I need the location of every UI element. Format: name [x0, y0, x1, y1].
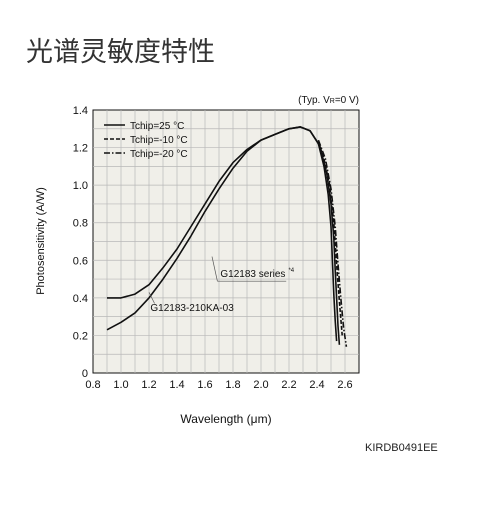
- measurement-condition: (Typ. VR=0 V): [298, 95, 359, 106]
- x-tick-label: 1.2: [141, 379, 156, 391]
- x-tick-label: 1.4: [169, 379, 184, 391]
- x-tick-label: 2.0: [253, 379, 268, 391]
- y-tick-label: 0.8: [73, 218, 88, 230]
- annotation-leader: [148, 292, 155, 304]
- series-line: [317, 139, 348, 347]
- x-tick-label: 1.6: [197, 379, 212, 391]
- x-tick-label: 1.0: [113, 379, 128, 391]
- figure-code: KIRDB0491EE: [365, 442, 438, 454]
- y-tick-label: 1.0: [73, 180, 88, 192]
- x-axis-label: Wavelength (μm): [180, 412, 271, 426]
- y-tick-label: 0.6: [73, 255, 88, 267]
- annotation-g12183-210ka-03: G12183-210KA-03: [150, 303, 234, 314]
- axis-ticks: 0.8 1.0 1.2 1.4 1.6 1.8 2.0 2.2 2.4 2.6 0 0.2 0.4 0.6…: [73, 105, 353, 391]
- y-tick-label: 0.4: [73, 293, 88, 305]
- x-tick-label: 0.8: [85, 379, 100, 391]
- x-tick-label: 2.6: [337, 379, 352, 391]
- series-line: [107, 126, 341, 345]
- legend-label: Tchip=-20 °C: [130, 149, 188, 160]
- data-series: [106, 126, 348, 347]
- x-tick-label: 2.2: [281, 379, 296, 391]
- grid-lines: [93, 110, 359, 373]
- y-tick-label: 0: [82, 368, 88, 380]
- y-tick-label: 1.4: [73, 105, 88, 117]
- legend: Tchip=25 °C Tchip=-10 °C Tchip=-20 °C: [104, 121, 188, 160]
- annotation-g12183-series: G12183 series *4: [220, 268, 294, 280]
- legend-label: Tchip=-10 °C: [130, 135, 188, 146]
- x-tick-label: 2.4: [309, 379, 324, 391]
- y-tick-label: 1.2: [73, 143, 88, 155]
- annotations: G12183 series *4 G12183-210KA-03: [148, 256, 295, 314]
- y-axis-label: Photosensitivity (A/W): [35, 187, 47, 295]
- legend-label: Tchip=25 °C: [130, 121, 184, 132]
- x-tick-label: 1.8: [225, 379, 240, 391]
- y-tick-label: 0.2: [73, 330, 88, 342]
- page-title: 光谱灵敏度特性: [26, 37, 215, 68]
- annotation-leader: [211, 256, 218, 282]
